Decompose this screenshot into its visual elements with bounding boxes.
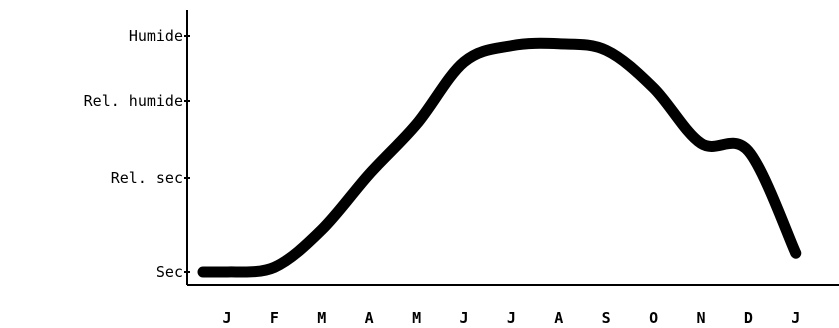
- x-tick-label: J: [791, 309, 800, 327]
- x-tick-label: A: [554, 309, 563, 327]
- x-tick-label: A: [365, 309, 374, 327]
- data-point: [554, 39, 563, 48]
- y-tick-label: Rel. sec: [111, 169, 183, 187]
- y-tick-label: Rel. humide: [84, 92, 183, 110]
- data-point: [412, 120, 421, 129]
- data-point: [365, 170, 374, 179]
- x-tick-label: J: [459, 309, 468, 327]
- data-point: [270, 263, 279, 272]
- data-point: [507, 41, 516, 50]
- series-line: [197, 37, 802, 278]
- data-point: [697, 139, 705, 148]
- x-tick-label: M: [412, 309, 421, 327]
- y-ticks: Sec Rel. sec Rel. humide Humide: [84, 27, 190, 281]
- x-tick-label: N: [696, 309, 705, 327]
- data-point: [744, 147, 753, 156]
- data-point: [791, 249, 800, 258]
- data-point: [460, 58, 468, 66]
- data-point: [602, 46, 611, 55]
- series-layer: [197, 37, 802, 278]
- x-tick-label: D: [744, 309, 753, 327]
- x-tick-label: S: [602, 309, 611, 327]
- data-point: [317, 225, 326, 234]
- data-point: [649, 84, 658, 92]
- x-tick-label: J: [507, 309, 516, 327]
- y-tick-label: Sec: [156, 263, 183, 281]
- x-tick-label: M: [317, 309, 326, 327]
- y-tick-label: Humide: [129, 27, 183, 45]
- x-tick-label: J: [222, 309, 231, 327]
- data-point: [223, 268, 231, 276]
- x-tick-label: O: [649, 309, 658, 327]
- x-tick-label: F: [270, 309, 279, 327]
